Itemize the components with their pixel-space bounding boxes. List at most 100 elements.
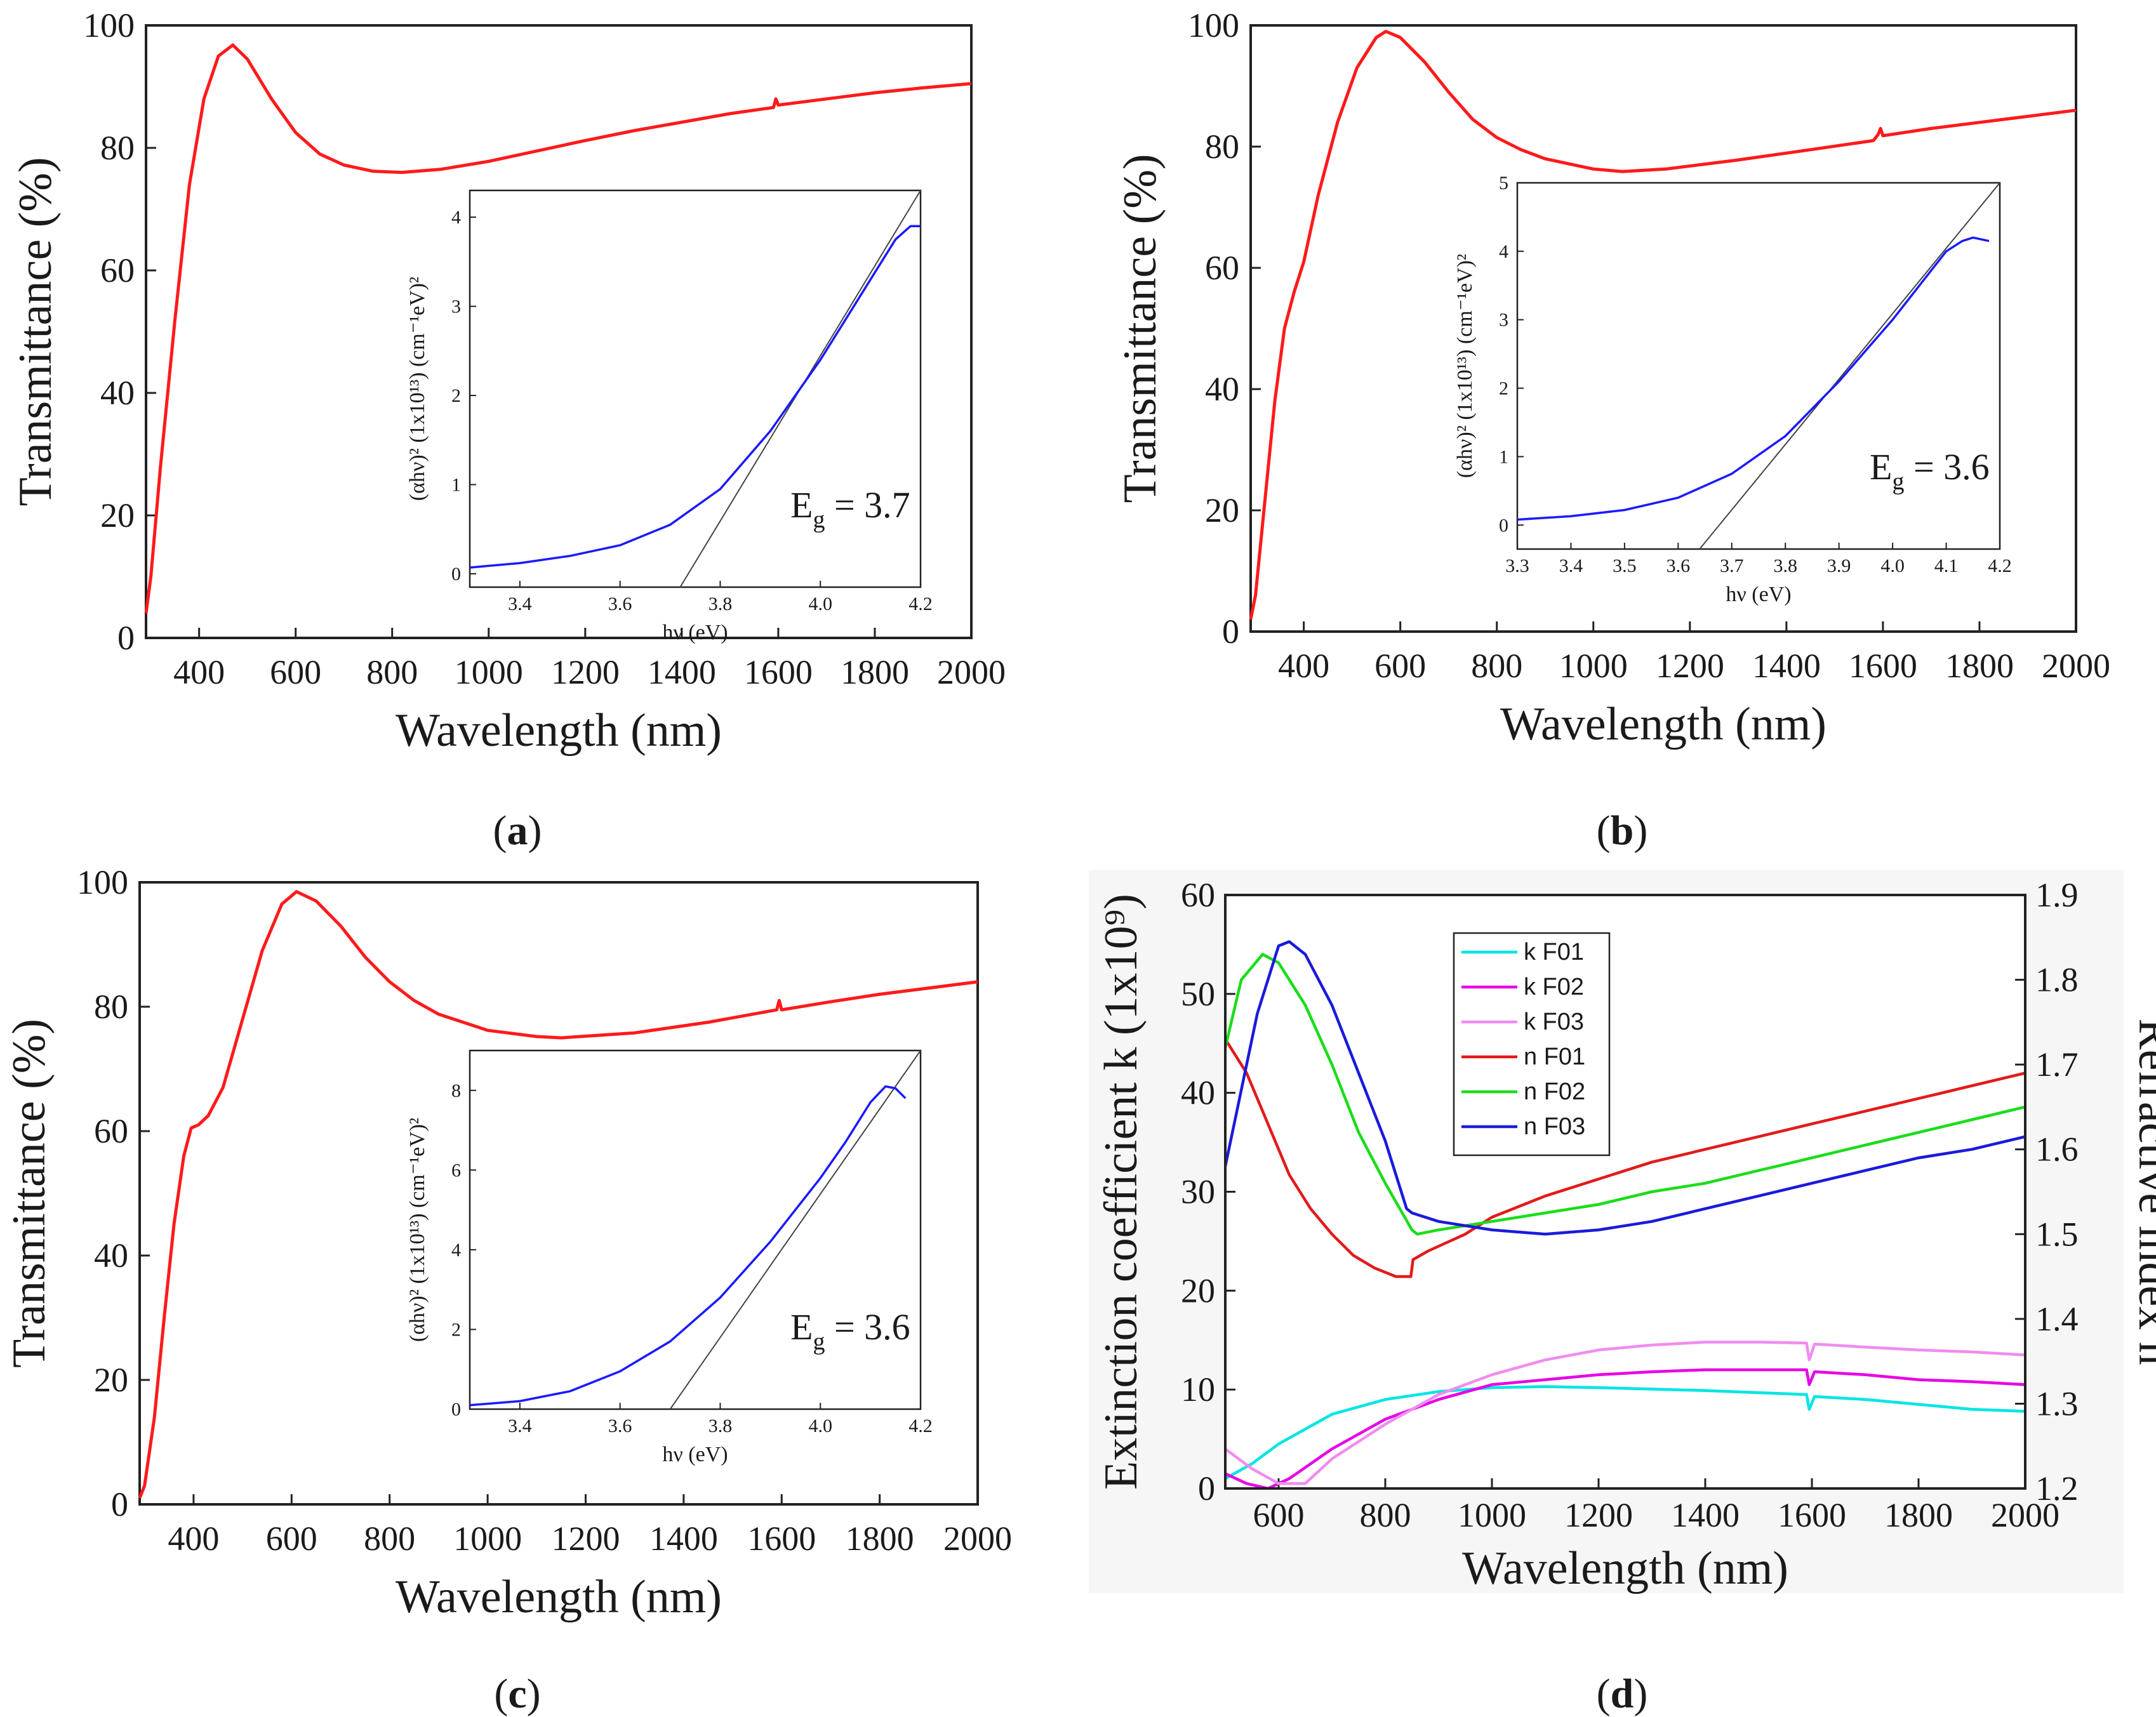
x-tick-label: 1800 [846,1520,914,1558]
y-tick-label: 30 [1181,1173,1215,1211]
y2-tick-label: 1.2 [2035,1469,2079,1508]
x-tick-label: 1600 [1778,1496,1846,1534]
x-tick-label: 1400 [1752,647,1821,685]
inset-y-tick-label: 4 [1499,241,1508,262]
y-tick-label: 40 [94,1236,128,1275]
band-gap-label: Eg = 3.7 [790,484,910,533]
y2-tick-label: 1.3 [2035,1384,2079,1422]
inset-x-tick-label: 4.0 [808,1415,832,1436]
x-tick-label: 2000 [2042,647,2110,685]
inset-x-tick-label: 3.5 [1613,555,1637,576]
y2-tick-label: 1.8 [2035,961,2079,999]
inset-x-axis-title: hν (eV) [662,621,728,644]
x-tick-label: 400 [168,1520,219,1558]
series-line-k-f03 [1225,1341,2025,1485]
series-line-transmittance [144,43,972,614]
y-tick-label: 20 [100,496,135,534]
x-tick-label: 600 [266,1520,317,1558]
inset-x-tick-label: 4.2 [908,593,933,614]
y2-axis-title: Refractive index n [2129,1018,2156,1365]
tauc-fit-line [1699,183,2000,549]
inset-x-tick-label: 3.6 [1667,555,1691,576]
legend-entry: n F03 [1524,1113,1585,1140]
y-axis-title: Extinction coefficient k (1x10⁹) [1095,894,1147,1490]
legend-entry: k F02 [1524,974,1584,1000]
inset-y-tick-label: 2 [451,385,461,406]
panel-label-c: (c) [494,1671,540,1717]
plot-area [1225,895,2025,1488]
inset-x-axis-title: hν (eV) [1726,583,1791,606]
x-axis-title: Wavelength (nm) [396,705,722,757]
x-tick-label: 1400 [648,653,716,691]
x-tick-label: 1800 [1884,1496,1953,1534]
inset-y-tick-label: 1 [451,474,461,495]
y2-tick-label: 1.6 [2035,1130,2079,1169]
series-line-n-f03 [1225,940,2025,1236]
series-line-k-f02 [1225,1368,2025,1488]
y-tick-label: 20 [94,1361,128,1399]
x-tick-label: 1200 [551,653,620,691]
panel-b: 400 600 800 1000 1200 1400 1600 1800 20000204060… [1114,6,2110,750]
y-tick-label: 10 [1181,1370,1215,1409]
inset-y-tick-label: 3 [1499,310,1508,331]
inset-frame [469,1049,922,1410]
panel-c: 400 600 800 1000 1200 1400 1600 1800 20000204060… [3,863,1012,1623]
series-line-transmittance [138,890,978,1499]
y-tick-label: 60 [1181,876,1215,914]
inset-y-tick-label: 0 [451,1399,461,1420]
inset-chart: 3.3 3.4 3.5 3.6 3.7 3.8 3.9 4.0 4.1 4.2 0 1 2 3 4 5 Eg =… [1453,173,2012,606]
y-tick-label: 20 [1205,491,1239,529]
panel-d: 600 800 1000 1200 1400 1600 1800 2000 0 10 20 30 40 5… [1089,870,2156,1594]
x-axis-title: Wavelength (nm) [1500,698,1827,750]
legend-entry: k F03 [1524,1009,1584,1035]
x-tick-label: 800 [366,653,418,691]
x-tick-label: 1600 [747,1520,816,1558]
inset-x-axis-title: hν (eV) [662,1443,728,1466]
x-axis-title: Wavelength (nm) [396,1571,722,1623]
x-tick-label: 1400 [649,1520,718,1558]
plot-frame [145,24,973,639]
tauc-fit-line [669,1051,921,1409]
y-tick-label: 40 [1205,370,1239,408]
band-gap-label: Eg = 3.6 [790,1306,910,1355]
inset-x-tick-label: 3.7 [1720,555,1744,576]
y-tick-label: 40 [1181,1074,1215,1112]
inset-x-tick-label: 3.8 [1773,555,1797,576]
x-tick-label: 1200 [551,1520,620,1558]
inset-x-tick-label: 4.2 [908,1415,933,1436]
x-tick-label: 400 [1278,647,1329,685]
x-tick-label: 600 [1374,647,1426,685]
x-tick-label: 2000 [1991,1496,2060,1534]
series-line-transmittance [1249,30,2077,620]
x-tick-label: 2000 [943,1520,1012,1558]
x-tick-label: 400 [173,653,225,691]
x-tick-label: 1600 [744,653,813,691]
y2-tick-label: 1.5 [2035,1215,2079,1253]
x-tick-label: 800 [1471,647,1522,685]
y-tick-label: 80 [1205,128,1239,166]
inset-chart: 3.4 3.6 3.8 4.0 4.2 0 1 2 3 4 Eg = 3.7 hν (eV) (αhν)… [406,189,933,644]
y-tick-label: 80 [100,129,135,167]
inset-x-tick-label: 3.8 [709,593,733,614]
y2-tick-label: 1.7 [2035,1045,2079,1084]
inset-chart: 3.4 3.6 3.8 4.0 4.2 0 2 4 6 8 Eg = 3.6 hν (eV) (αhν)… [406,1049,933,1466]
inset-frame [469,189,922,588]
y-axis-title: Transmittance (%) [10,157,62,506]
y-tick-label: 0 [117,619,135,657]
inset-x-tick-label: 4.1 [1934,555,1959,576]
y-tick-label: 100 [83,6,135,44]
panel-label-d: (d) [1597,1671,1648,1717]
x-tick-label: 1800 [841,653,909,691]
y-tick-label: 100 [77,863,128,901]
x-tick-label: 1400 [1671,1496,1740,1534]
plot-frame [1224,894,2026,1490]
y-tick-label: 60 [94,1112,128,1150]
y-tick-label: 0 [111,1485,128,1523]
x-tick-label: 600 [270,653,321,691]
panel-label-a: (a) [493,807,542,854]
inset-x-tick-label: 3.8 [709,1415,733,1436]
x-tick-label: 1200 [1564,1496,1633,1534]
legend-entry: k F01 [1524,939,1584,965]
inset-x-tick-label: 3.4 [1559,555,1583,576]
panel-a: 400 600 800 1000 1200 1400 1600 1800 20000204060… [10,6,1006,757]
